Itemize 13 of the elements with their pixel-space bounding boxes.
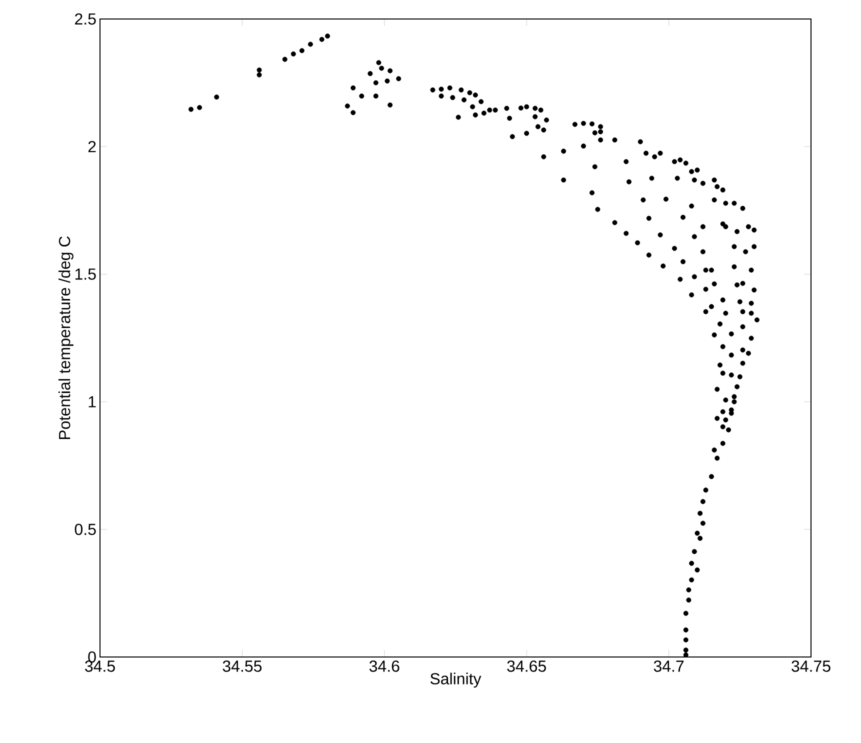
y-axis-title: Potential temperature /deg C (58, 236, 74, 439)
x-tick-label: 34.65 (507, 660, 546, 672)
x-tick-label: 34.7 (654, 660, 684, 672)
y-tick-label: 1.5 (75, 268, 96, 280)
x-tick-label: 34.5 (85, 660, 115, 672)
x-tick-label: 34.75 (792, 660, 830, 672)
x-tick-label: 34.6 (369, 660, 400, 672)
x-axis-title: Salinity (430, 672, 482, 688)
y-tick-label: 1 (88, 396, 96, 408)
x-tick-label: 34.55 (222, 660, 262, 672)
y-tick-label: 2 (88, 141, 96, 152)
y-tick-label: 0.5 (74, 524, 96, 536)
y-tick-label: 2.5 (75, 13, 96, 25)
